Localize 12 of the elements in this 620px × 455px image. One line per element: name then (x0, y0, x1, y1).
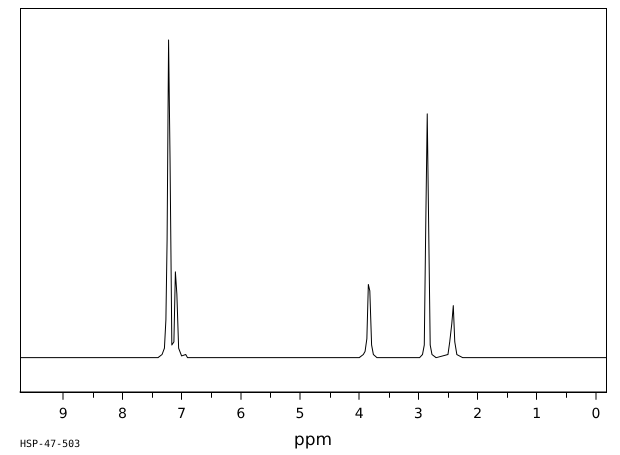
x-tick-label: 2 (473, 406, 482, 422)
x-tick-label: 8 (118, 406, 127, 422)
x-tick-label: 7 (177, 406, 186, 422)
x-tick-label: 5 (296, 406, 304, 422)
x-tick-label: 1 (532, 406, 542, 422)
x-tick-label: 3 (414, 406, 423, 422)
x-axis-title: ppm (294, 430, 332, 450)
x-tick-label: 0 (591, 406, 600, 422)
x-tick-label: 6 (236, 406, 246, 422)
x-tick-label: 9 (58, 406, 68, 422)
text: HSP-47-503 (20, 439, 80, 450)
x-tick-label: 4 (354, 406, 364, 422)
